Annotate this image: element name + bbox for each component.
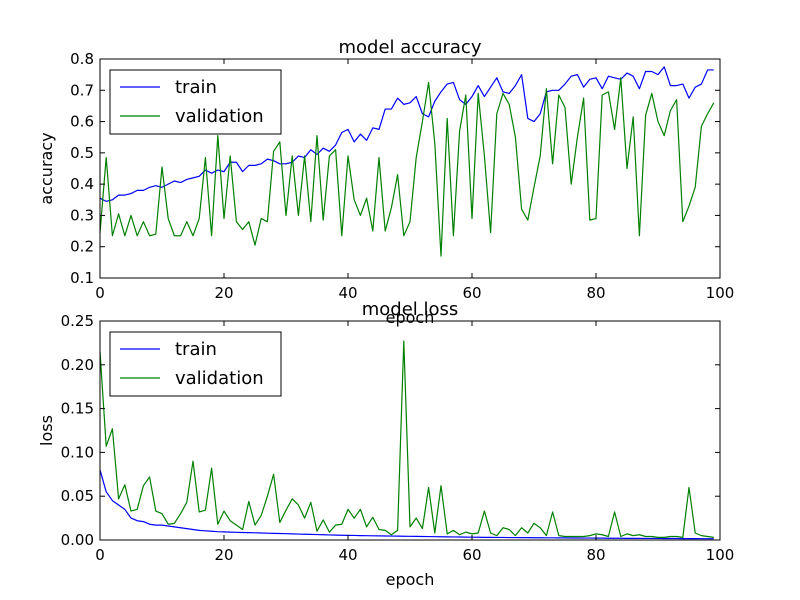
loss-y-axis-label: loss xyxy=(37,415,56,446)
accuracy-x-tick-label: 100 xyxy=(706,284,735,302)
loss-legend-box xyxy=(109,331,282,397)
loss-series-validation-line xyxy=(99,340,714,538)
loss-y-tick-label: 0.00 xyxy=(61,531,94,549)
loss-chart: 0 20 40 60 80 100 0.00 0.05 0.10 0.15 0.20 0.25 mode… xyxy=(37,299,734,589)
loss-y-tick-label: 0.10 xyxy=(61,443,94,461)
accuracy-y-tick-label: 0.1 xyxy=(70,269,94,287)
accuracy-chart-title: model accuracy xyxy=(339,37,482,58)
loss-x-tick-label: 20 xyxy=(214,546,233,564)
loss-x-axis-label: epoch xyxy=(386,570,435,589)
loss-legend-label-train: train xyxy=(175,339,217,360)
loss-y-tick-label: 0.25 xyxy=(61,312,94,330)
loss-x-tick-label: 100 xyxy=(706,546,735,564)
loss-legend: train validation xyxy=(109,331,282,397)
loss-y-tick-label: 0.05 xyxy=(61,487,94,505)
accuracy-x-tick-label: 60 xyxy=(462,284,481,302)
loss-y-tick-label: 0.20 xyxy=(61,356,94,374)
accuracy-x-axis-label: epoch xyxy=(386,308,435,327)
loss-series-train-line xyxy=(99,469,714,540)
accuracy-series-validation-line xyxy=(99,77,715,257)
accuracy-y-tick-label: 0.4 xyxy=(70,175,94,193)
accuracy-legend-box xyxy=(109,69,282,135)
accuracy-series-train-line xyxy=(99,66,714,202)
accuracy-y-tick-label: 0.6 xyxy=(70,113,94,131)
loss-legend-label-validation: validation xyxy=(175,368,264,389)
loss-x-tick-label: 80 xyxy=(586,546,605,564)
accuracy-chart: 0 20 40 60 80 100 0.1 0.2 0.3 0.4 0.5 0.6 0.7 0.8 mode… xyxy=(37,37,734,327)
accuracy-x-tick-label: 80 xyxy=(586,284,605,302)
accuracy-legend-label-train: train xyxy=(175,77,217,98)
accuracy-y-tick-label: 0.2 xyxy=(70,238,94,256)
accuracy-y-tick-label: 0.3 xyxy=(70,206,94,224)
accuracy-y-tick-label: 0.5 xyxy=(70,144,94,162)
accuracy-legend: train validation xyxy=(109,69,282,135)
loss-y-tick-label: 0.15 xyxy=(61,400,94,418)
accuracy-plot-frame xyxy=(99,58,721,279)
loss-x-tick-label: 60 xyxy=(462,546,481,564)
accuracy-x-tick-label: 20 xyxy=(214,284,233,302)
loss-chart-title: model loss xyxy=(362,299,459,320)
accuracy-legend-label-validation: validation xyxy=(175,106,264,127)
loss-plot-frame xyxy=(99,320,721,541)
accuracy-y-axis-label: accuracy xyxy=(37,132,56,204)
accuracy-y-tick-label: 0.8 xyxy=(70,50,94,68)
loss-x-tick-label: 40 xyxy=(338,546,357,564)
accuracy-y-tick-label: 0.7 xyxy=(70,81,94,99)
loss-x-tick-label: 0 xyxy=(95,546,105,564)
accuracy-x-tick-label: 40 xyxy=(338,284,357,302)
accuracy-x-tick-label: 0 xyxy=(95,284,105,302)
